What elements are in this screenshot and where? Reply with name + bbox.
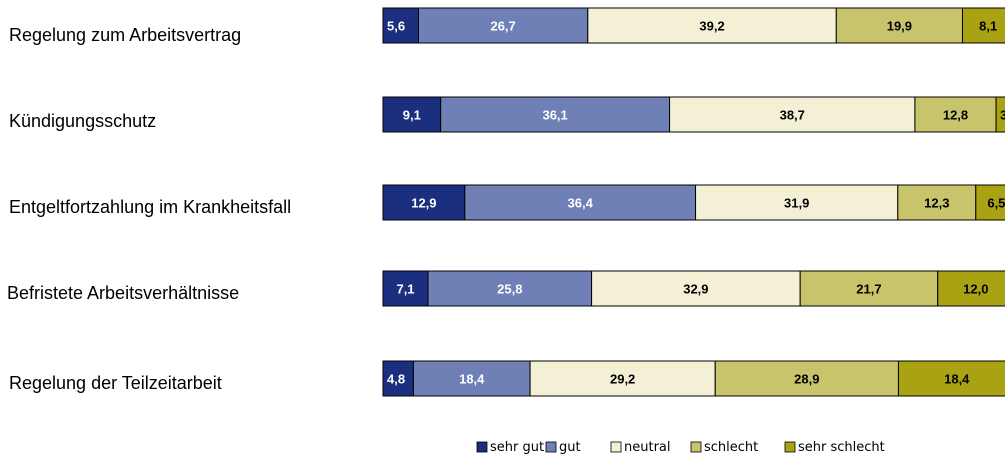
bar-segment bbox=[418, 7, 589, 44]
plot-area: 5,6 26,7 39,2 19,9 8,1 9,1 36,1 38,7 12,8 3 12,9 36… bbox=[382, 7, 1005, 397]
legend-item: sehr schlecht bbox=[784, 440, 885, 455]
data-label: 12,9 bbox=[411, 196, 436, 211]
data-label: 5,6 bbox=[387, 19, 405, 34]
legend-swatch bbox=[784, 441, 796, 453]
bar-segment bbox=[897, 360, 1005, 397]
bar-row: 4,8 18,4 29,2 28,9 18,4 bbox=[382, 360, 1005, 397]
data-label: 29,2 bbox=[610, 372, 635, 387]
bar-segment bbox=[937, 270, 1005, 307]
data-label: 3 bbox=[1000, 108, 1005, 123]
bar-segment bbox=[961, 7, 1005, 44]
legend-label: schlecht bbox=[704, 440, 758, 455]
data-label: 32,9 bbox=[683, 282, 708, 297]
bar-segment bbox=[695, 184, 899, 221]
data-label: 28,9 bbox=[794, 372, 819, 387]
bar-segment bbox=[714, 360, 899, 397]
legend: sehr gut gut neutral schlecht sehr schlecht bbox=[476, 440, 885, 455]
data-label: 25,8 bbox=[497, 282, 522, 297]
legend-label: gut bbox=[559, 440, 581, 455]
data-label: 12,3 bbox=[924, 196, 949, 211]
data-label: 21,7 bbox=[856, 282, 881, 297]
legend-label: sehr gut bbox=[490, 440, 544, 455]
bar-row: 5,6 26,7 39,2 19,9 8,1 bbox=[382, 7, 1005, 44]
bar-row: 12,9 36,4 31,9 12,3 6,5 bbox=[382, 184, 1005, 221]
data-label: 19,9 bbox=[887, 19, 912, 34]
bar-segment bbox=[975, 184, 1005, 221]
category-labels: Regelung zum Arbeitsvertrag Kündigungssch… bbox=[7, 25, 291, 393]
legend-swatch bbox=[476, 441, 488, 453]
bar-segment bbox=[440, 96, 671, 133]
legend-item: gut bbox=[545, 440, 581, 455]
category-label: Befristete Arbeitsverhältnisse bbox=[7, 283, 239, 303]
bar-segment bbox=[587, 7, 837, 44]
data-label: 4,8 bbox=[387, 372, 405, 387]
bar-segment bbox=[799, 270, 939, 307]
data-label: 31,9 bbox=[784, 196, 809, 211]
bar-segment bbox=[427, 270, 593, 307]
data-label: 18,4 bbox=[944, 372, 970, 387]
legend-swatch bbox=[690, 441, 702, 453]
data-label: 26,7 bbox=[490, 19, 515, 34]
legend-label: neutral bbox=[624, 440, 671, 455]
legend-label: sehr schlecht bbox=[798, 440, 885, 455]
legend-swatch bbox=[610, 441, 622, 453]
bar-segment bbox=[382, 360, 414, 397]
bar-segment bbox=[995, 96, 1005, 133]
bar-segment bbox=[382, 184, 466, 221]
data-label: 8,1 bbox=[979, 19, 997, 34]
legend-item: neutral bbox=[610, 440, 671, 455]
category-label: Regelung der Teilzeitarbeit bbox=[9, 373, 222, 393]
data-label: 39,2 bbox=[699, 19, 724, 34]
bar-segment bbox=[591, 270, 801, 307]
data-label: 12,0 bbox=[963, 282, 988, 297]
data-label: 12,8 bbox=[943, 108, 968, 123]
bar-segment bbox=[897, 184, 977, 221]
bar-row: 9,1 36,1 38,7 12,8 3 bbox=[382, 96, 1005, 133]
bar-segment bbox=[382, 7, 419, 44]
category-label: Kündigungsschutz bbox=[9, 111, 156, 131]
data-label: 36,1 bbox=[542, 108, 567, 123]
data-label: 9,1 bbox=[403, 108, 421, 123]
data-label: 36,4 bbox=[568, 196, 594, 211]
bar-segment bbox=[412, 360, 531, 397]
bar-segment bbox=[529, 360, 716, 397]
category-label: Entgeltfortzahlung im Krankheitsfall bbox=[9, 197, 291, 217]
legend-item: schlecht bbox=[690, 440, 758, 455]
bar-segment bbox=[464, 184, 697, 221]
bar-row: 7,1 25,8 32,9 21,7 12,0 bbox=[382, 270, 1005, 307]
data-label: 38,7 bbox=[780, 108, 805, 123]
legend-swatch bbox=[545, 441, 557, 453]
category-label: Regelung zum Arbeitsvertrag bbox=[9, 25, 241, 45]
data-label: 18,4 bbox=[459, 372, 485, 387]
legend-item: sehr gut bbox=[476, 440, 544, 455]
data-label: 6,5 bbox=[987, 196, 1005, 211]
data-label: 7,1 bbox=[396, 282, 414, 297]
